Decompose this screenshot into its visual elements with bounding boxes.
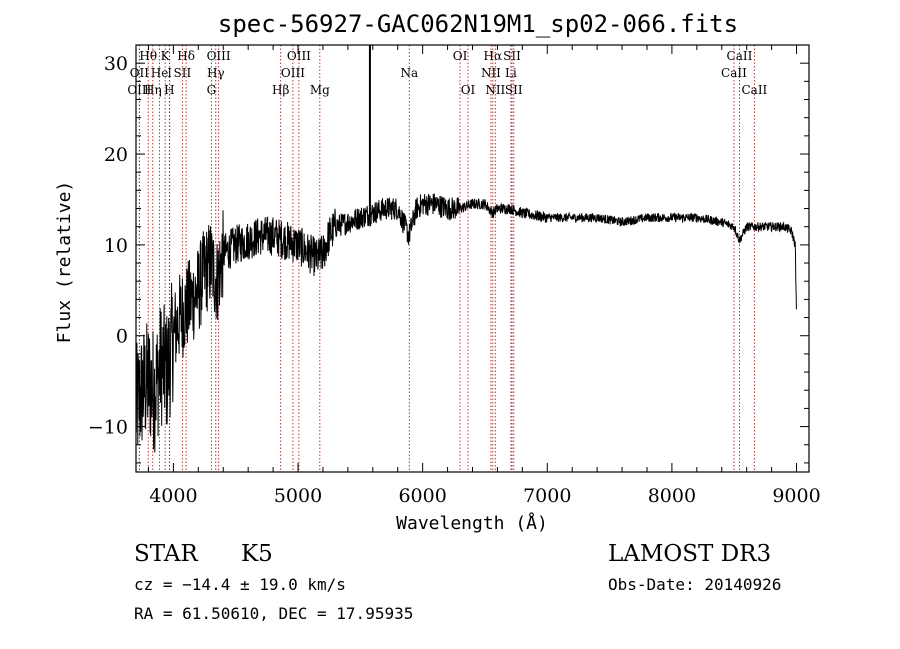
spectrum-series (135, 45, 797, 453)
emission-line-label: OI (461, 83, 476, 97)
emission-line-label: K (161, 49, 171, 63)
emission-line-label: G (207, 83, 217, 97)
object-class: STAR (134, 541, 198, 567)
y-tick-label: 20 (104, 144, 128, 166)
x-axis-label: Wavelength (Å) (396, 512, 548, 534)
emission-line-label: SII (503, 49, 521, 63)
emission-line-label: He (151, 66, 169, 80)
object-subclass: K5 (241, 541, 273, 567)
emission-line-label: OIII (127, 83, 151, 97)
emission-line-label: SII (174, 66, 192, 80)
emission-line-label: OI (453, 49, 468, 63)
emission-line-label: Na (400, 66, 418, 80)
emission-line-label: OIII (207, 49, 231, 63)
axis-ticks: 4000 5000 6000 7000 8000 9000 −10 0 10 20 30 (88, 44, 821, 507)
emission-line-label: SII (505, 83, 523, 97)
survey-label: LAMOST DR3 (608, 541, 771, 567)
chart-title: spec-56927-GAC062N19M1_sp02-066.fits (218, 10, 738, 38)
y-tick-label: 0 (116, 326, 128, 348)
emission-line-label: Hθ (139, 49, 157, 63)
emission-line-label: CaII (727, 49, 753, 63)
emission-line-label: Hδ (177, 49, 195, 63)
emission-line-label: OIII (281, 66, 305, 80)
emission-line-label: Li (505, 66, 517, 80)
emission-line-label: CaII (741, 83, 767, 97)
emission-line-label: Hη (144, 83, 162, 97)
emission-line-label: Hγ (207, 66, 225, 80)
emission-line-label: NII (485, 83, 505, 97)
emission-line-label: H (164, 83, 174, 97)
emission-line-label: Mg (310, 83, 330, 97)
redshift-label: cz = −14.4 ± 19.0 km/s (134, 575, 346, 594)
coordinates-label: RA = 61.50610, DEC = 17.95935 (134, 604, 413, 623)
y-tick-label: 10 (104, 235, 128, 257)
x-tick-label: 9000 (772, 485, 820, 507)
x-tick-label: 8000 (648, 485, 696, 507)
x-tick-label: 6000 (398, 485, 446, 507)
emission-line-label: NII (481, 66, 501, 80)
emission-line-label: CaII (721, 66, 747, 80)
y-tick-label: 30 (104, 53, 128, 75)
emission-line-label: Hα (484, 49, 503, 63)
obs-date-label: Obs-Date: 20140926 (608, 575, 781, 594)
spectrum-line (135, 193, 797, 453)
emission-line-label: OIII (287, 49, 311, 63)
y-axis-label: Flux (relative) (54, 181, 75, 344)
emission-line-label: Hβ (272, 83, 289, 97)
x-tick-label: 4000 (149, 485, 197, 507)
y-tick-label: −10 (88, 417, 128, 439)
x-tick-label: 7000 (523, 485, 571, 507)
x-tick-label: 5000 (274, 485, 322, 507)
